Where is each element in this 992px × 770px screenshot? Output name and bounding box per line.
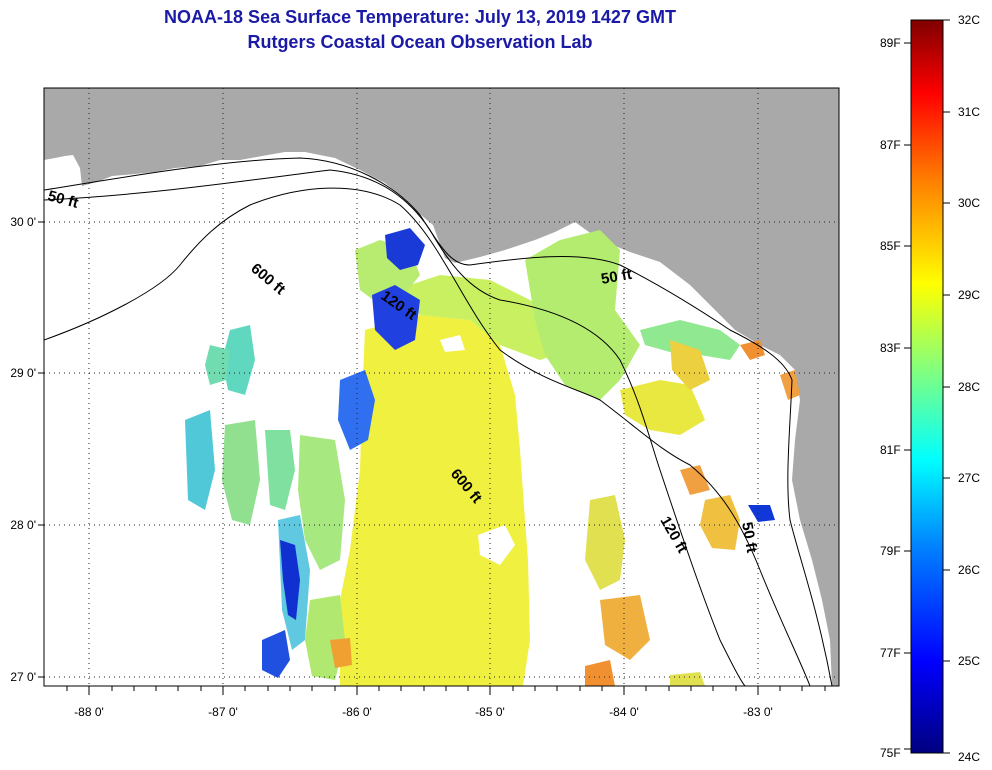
f-label: 81F <box>880 443 901 457</box>
f-label: 77F <box>880 646 901 660</box>
lon-tick-label: -83 0' <box>743 705 773 719</box>
c-label: 24C <box>958 750 980 764</box>
bathymetry-contours <box>44 157 833 686</box>
c-label: 30C <box>958 196 980 210</box>
sst-patches <box>185 228 800 686</box>
lon-tick-label: -86 0' <box>342 705 372 719</box>
lon-tick-label: -88 0' <box>74 705 104 719</box>
c-label: 32C <box>958 13 980 27</box>
colorbar-labels-c: 32C 31C 30C 29C 28C 27C 26C 25C 24C <box>958 13 980 764</box>
f-label: 83F <box>880 341 901 355</box>
lat-tick-label: 30 0' <box>10 215 36 229</box>
frame-ticks <box>38 221 826 695</box>
colorbar-labels-f: 89F 87F 85F 83F 81F 79F 77F 75F <box>880 36 901 760</box>
colorbar-ticks <box>904 19 950 754</box>
f-label: 75F <box>880 746 901 760</box>
svg-text:50 ft: 50 ft <box>738 521 760 554</box>
map-frame <box>43 87 840 687</box>
f-label: 79F <box>880 544 901 558</box>
f-label: 87F <box>880 138 901 152</box>
lon-tick-label: -85 0' <box>475 705 505 719</box>
map-title: NOAA-18 Sea Surface Temperature: July 13… <box>164 7 676 27</box>
lon-axis-labels: -88 0' -87 0' -86 0' -85 0' -84 0' -83 0… <box>74 705 773 719</box>
f-label: 89F <box>880 36 901 50</box>
lat-tick-label: 27 0' <box>10 670 36 684</box>
map-subtitle: Rutgers Coastal Ocean Observation Lab <box>247 32 593 52</box>
colorbar <box>910 19 944 754</box>
c-label: 26C <box>958 563 980 577</box>
c-label: 29C <box>958 288 980 302</box>
lon-tick-label: -84 0' <box>609 705 639 719</box>
c-label: 31C <box>958 105 980 119</box>
svg-text:50 ft: 50 ft <box>600 266 633 288</box>
lat-tick-label: 28 0' <box>10 518 36 532</box>
c-label: 27C <box>958 471 980 485</box>
c-label: 28C <box>958 380 980 394</box>
lon-tick-label: -87 0' <box>208 705 238 719</box>
c-label: 25C <box>958 654 980 668</box>
lat-tick-label: 29 0' <box>10 366 36 380</box>
lat-axis-labels: 30 0' 29 0' 28 0' 27 0' <box>10 215 36 684</box>
f-label: 85F <box>880 239 901 253</box>
land-area <box>44 88 839 686</box>
